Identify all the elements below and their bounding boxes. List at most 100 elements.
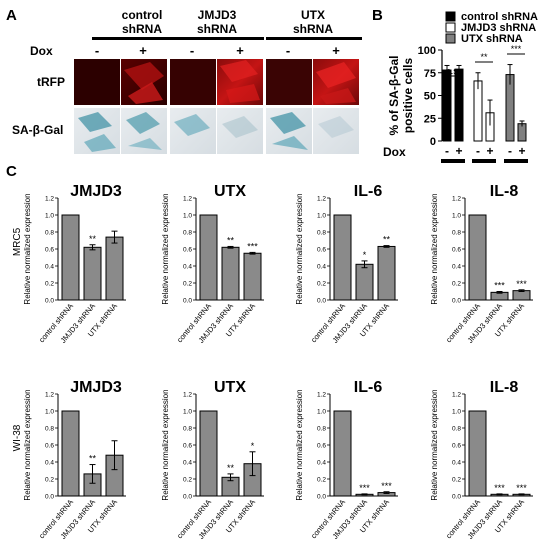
c-bar (83, 246, 102, 301)
c-y-axis-label: Relative normalized expression (23, 193, 32, 304)
b-y-tick-label: 0 (430, 136, 436, 148)
b-dox-minus: - (445, 144, 449, 158)
c-subplot: UTX 0.0 0.2 0.4 0.6 0.8 1.0 1.2 Relative normali… (161, 183, 264, 345)
c-bar (199, 410, 218, 497)
c-y-tick-label: 1.0 (183, 213, 192, 220)
b-y-tick-label: 25 (424, 113, 436, 125)
c-y-tick-label: 1.0 (45, 409, 54, 416)
c-y-tick-label: 0.8 (183, 426, 192, 433)
c-subplot-title: IL-6 (354, 379, 383, 396)
b-y-tick-label: 100 (418, 45, 436, 57)
c-y-tick-label: 1.2 (183, 196, 192, 203)
c-y-tick-label: 0.6 (183, 247, 192, 254)
group-bar-utx (266, 37, 362, 40)
c-sig-label: ** (227, 463, 235, 473)
c-y-tick-label: 0.8 (45, 426, 54, 433)
c-subplot-title: IL-6 (354, 183, 383, 200)
c-subplot-title: IL-8 (490, 379, 519, 396)
c-y-tick-label: 0.2 (452, 477, 461, 484)
group-header-utx: UTX shRNA (266, 8, 362, 40)
c-y-axis-label: Relative normalized expression (295, 389, 304, 500)
c-sig-label: *** (494, 483, 505, 493)
c-subplot-title: JMJD3 (70, 183, 122, 200)
c-subplot: JMJD3 0.0 0.2 0.4 0.6 0.8 1.0 1.2 Relative norma… (23, 183, 126, 345)
b-bar (442, 69, 452, 142)
c-y-tick-label: 0.0 (452, 494, 461, 501)
dox-plus-3: + (332, 43, 340, 58)
c-bar (333, 410, 352, 497)
panel-a-dox-label: Dox (30, 44, 53, 58)
group-label-control-line1: control (122, 8, 163, 22)
c-y-axis-label: Relative normalized expression (161, 193, 170, 304)
dox-minus-3: - (286, 43, 290, 58)
c-y-tick-label: 1.2 (452, 196, 461, 203)
c-y-tick-label: 1.2 (317, 196, 326, 203)
c-y-axis-label: Relative normalized expression (161, 389, 170, 500)
micrograph-trfp-jmjd3-minus (170, 59, 216, 105)
c-subplot-title: UTX (214, 379, 246, 396)
micrograph-gal-jmjd3-minus (170, 108, 216, 154)
b-sig-label: ** (480, 52, 488, 62)
micrograph-gal-control-minus (74, 108, 120, 154)
c-bar (61, 214, 80, 301)
b-y-axis-label-line1: % of SA-β-Gal (387, 56, 401, 136)
c-y-tick-label: 0.4 (452, 264, 461, 271)
c-sig-label: *** (247, 241, 258, 251)
c-y-axis-label: Relative normalized expression (23, 389, 32, 500)
c-y-tick-label: 0.4 (317, 460, 326, 467)
c-bar (105, 236, 124, 301)
c-y-tick-label: 0.6 (183, 443, 192, 450)
micrograph-gal-utx-plus (313, 108, 359, 154)
c-sig-label: * (363, 250, 367, 260)
panel-label-b: B (372, 7, 383, 24)
c-sig-label: ** (383, 235, 391, 245)
dox-plus-2: + (236, 43, 244, 58)
c-subplot: IL-8 0.0 0.2 0.4 0.6 0.8 1.0 1.2 Relative normal… (430, 379, 533, 541)
c-y-tick-label: 0.2 (317, 477, 326, 484)
b-group-bar (504, 159, 528, 163)
b-legend-swatch (445, 22, 456, 33)
row-label-sa-beta-gal: SA-β-Gal (12, 123, 63, 137)
c-bar (243, 252, 262, 301)
micrograph-gal-utx-minus (266, 108, 312, 154)
c-y-tick-label: 0.8 (317, 230, 326, 237)
b-legend-label: UTX shRNA (461, 33, 523, 45)
c-y-tick-label: 0.4 (45, 264, 54, 271)
c-bar (468, 214, 487, 301)
b-dox-plus: + (518, 144, 525, 158)
group-header-control: control shRNA (92, 8, 190, 40)
c-subplot-title: JMJD3 (70, 379, 122, 396)
c-y-tick-label: 0.0 (45, 494, 54, 501)
c-bar (221, 246, 240, 301)
c-y-axis-label: Relative normalized expression (430, 193, 439, 304)
c-bar (377, 245, 396, 301)
c-y-tick-label: 1.0 (183, 409, 192, 416)
b-legend-label: control shRNA (461, 11, 538, 23)
c-y-tick-label: 0.4 (183, 460, 192, 467)
c-y-tick-label: 0.6 (452, 247, 461, 254)
sa-beta-gal-image-row (74, 108, 359, 154)
b-y-axis-label-line2: positive cells (401, 57, 415, 133)
b-sig-label: *** (511, 44, 522, 54)
b-sig-label: n.s. (446, 66, 461, 76)
c-subplot: JMJD3 0.0 0.2 0.4 0.6 0.8 1.0 1.2 Relative norma… (23, 379, 126, 541)
c-bar (512, 290, 531, 301)
c-y-tick-label: 0.0 (183, 494, 192, 501)
micrograph-trfp-jmjd3-plus (217, 59, 263, 105)
micrograph-trfp-control-plus (121, 59, 167, 105)
c-y-tick-label: 0.2 (183, 281, 192, 288)
b-legend-swatch (445, 33, 456, 44)
c-sig-label: *** (516, 279, 527, 289)
c-y-tick-label: 0.2 (45, 477, 54, 484)
c-subplot: IL-6 0.0 0.2 0.4 0.6 0.8 1.0 1.2 Relative normal… (295, 379, 398, 541)
c-y-tick-label: 1.2 (317, 392, 326, 399)
trfp-image-row (74, 59, 359, 105)
c-y-tick-label: 0.8 (452, 426, 461, 433)
group-label-jmjd3-line2: shRNA (197, 22, 237, 36)
panel-b-chart: 0 25 50 75 100 % of SA-β-Gal positive cells n.s… (383, 11, 538, 163)
dox-minus-1: - (95, 43, 99, 58)
b-dox-label: Dox (383, 145, 406, 159)
c-bar (333, 214, 352, 301)
c-sig-label: *** (494, 281, 505, 291)
